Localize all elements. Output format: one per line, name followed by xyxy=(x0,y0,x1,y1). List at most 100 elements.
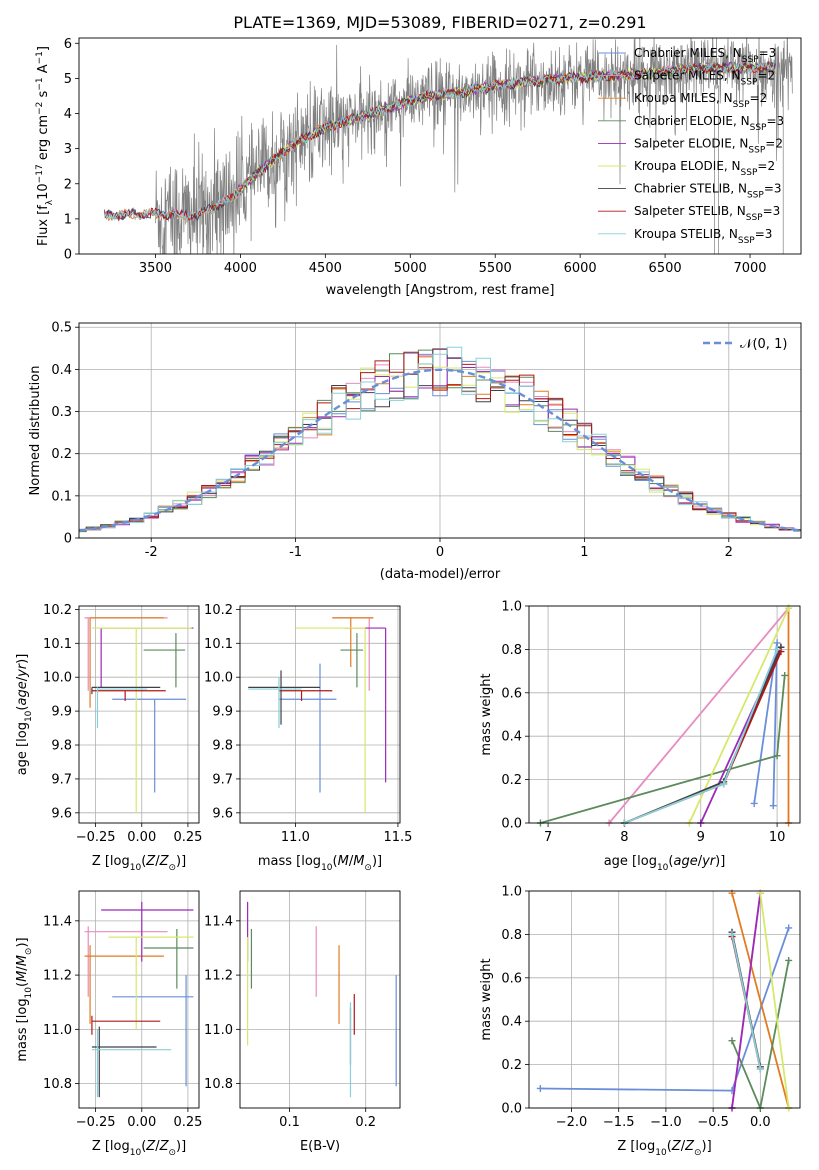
weight-line-chabrier-elodie xyxy=(731,960,790,1108)
x-tick-label: −1.0 xyxy=(650,1115,682,1130)
weight-marker-kroupa-stelib xyxy=(720,780,728,788)
age-vs-metallicity-y-axis-label: age [log10(age/yr)] xyxy=(15,654,34,776)
errorbar-chabrier-stelib xyxy=(248,670,320,725)
y-tick-label: 11.2 xyxy=(43,969,72,984)
histogram-x-axis-label: (data-model)/error xyxy=(380,567,501,582)
y-tick-label: 0.8 xyxy=(501,928,522,943)
y-tick-label: 0.0 xyxy=(501,817,522,832)
y-tick-label: 0.5 xyxy=(51,321,72,336)
x-tick-label: 7000 xyxy=(733,261,766,276)
x-tick-label: 0.2 xyxy=(355,1115,376,1130)
errorbar-chabrier-miles xyxy=(112,975,194,1087)
gaussian-reference-line xyxy=(79,368,801,532)
y-tick-label: 0 xyxy=(64,532,72,547)
legend-label-chabrier-elodie: Chabrier ELODIE, NSSP=3 xyxy=(634,114,784,133)
spectrum-x-axis-label: wavelength [Angstrom, rest frame] xyxy=(326,283,555,298)
y-tick-label: 3 xyxy=(64,142,72,157)
y-tick-label: 0.6 xyxy=(501,971,522,986)
x-tick-label: −1.5 xyxy=(603,1115,635,1130)
x-tick-label: 0 xyxy=(436,545,444,560)
mass-vs-ebv-frame xyxy=(239,890,401,1109)
y-tick-label: 9.8 xyxy=(212,739,233,754)
y-tick-label: 11.4 xyxy=(43,914,72,929)
weight-vs-metallicity-frame xyxy=(528,890,801,1109)
y-tick-label: 1.0 xyxy=(501,600,522,615)
x-tick-label: 3500 xyxy=(139,261,172,276)
y-tick-label: 0.1 xyxy=(51,489,72,504)
errorbar-kroupa-stelib xyxy=(96,687,148,729)
weight-marker-chabrier-elodie xyxy=(781,671,789,679)
errorbar-salpeter-miles xyxy=(332,617,374,691)
y-tick-label: 10.1 xyxy=(204,637,233,652)
errorbar-kroupa-miles xyxy=(89,617,164,708)
legend-label-chabrier-stelib: Chabrier STELIB, NSSP=3 xyxy=(634,182,782,201)
age-vs-mass-axes: 11.0 11.5 9.6 9.7 9.8 9.9 10.0 10.1 10.2 xyxy=(204,603,412,845)
y-tick-label: 1.0 xyxy=(501,885,522,900)
x-tick-label: −0.5 xyxy=(697,1115,729,1130)
age-vs-mass-frame xyxy=(239,605,401,824)
x-tick-label: 6500 xyxy=(649,261,682,276)
weight-marker-kroupa-stelib xyxy=(728,930,736,938)
spectrum-axes: 3500 4000 4500 5000 5500 6000 6500 7000 0 1 2 3 4 5 6 xyxy=(64,37,767,276)
legend-label-gaussian: 𝒩(0, 1) xyxy=(740,337,787,352)
x-tick-label: −0.25 xyxy=(76,1115,116,1130)
y-tick-label: 2 xyxy=(64,177,72,192)
legend-label-chabrier-miles: Chabrier MILES, NSSP=3 xyxy=(634,46,776,65)
y-tick-label: 1 xyxy=(64,212,72,227)
y-tick-label: 9.6 xyxy=(212,806,233,821)
errorbar-salpeter-miles xyxy=(84,617,168,691)
errorbar-chabrier-elodie xyxy=(340,633,364,688)
weight-marker-chabrier-elodie xyxy=(785,956,793,964)
x-tick-label: 11.0 xyxy=(281,830,310,845)
legend-label-kroupa-elodie: Kroupa ELODIE, NSSP=2 xyxy=(634,159,775,178)
figure-title: PLATE=1369, MJD=53089, FIBERID=0271, z=0… xyxy=(233,13,646,32)
y-tick-label: 10.2 xyxy=(204,603,233,618)
errorbar-chabrier-stelib xyxy=(91,1026,157,1098)
x-tick-label: 2 xyxy=(725,545,733,560)
histogram-legend: 𝒩(0, 1) xyxy=(703,337,787,352)
residual-histogram-frame xyxy=(78,322,802,539)
weight-vs-metallicity-x-axis-label: Z [log10(Z/Z⊙)] xyxy=(617,1139,711,1158)
x-tick-label: -2 xyxy=(145,545,158,560)
x-tick-label: −2.0 xyxy=(556,1115,588,1130)
mass-vs-ebv-x-axis-label: E(B-V) xyxy=(300,1139,340,1154)
x-tick-label: 1 xyxy=(580,545,588,560)
weight-line-salpeter-miles xyxy=(608,607,790,823)
errorbar-kroupa-stelib xyxy=(248,677,302,729)
y-tick-label: 10.0 xyxy=(204,671,233,686)
weight-marker-chabrier-elodie xyxy=(728,1037,736,1045)
mass-vs-metallicity-y-axis-label: mass [log10(M/M⊙)] xyxy=(15,937,34,1061)
age-vs-metallicity-x-axis-label: Z [log10(Z/Z⊙)] xyxy=(92,854,186,873)
weight-line-chabrier-miles xyxy=(540,927,790,1092)
errorbar-kroupa-miles xyxy=(332,617,374,668)
weight-marker-chabrier-miles xyxy=(773,639,781,647)
y-tick-label: 9.7 xyxy=(212,772,233,787)
x-tick-label: 5500 xyxy=(479,261,512,276)
legend-label-salpeter-stelib: Salpeter STELIB, NSSP=3 xyxy=(634,204,780,223)
x-tick-label: 0.25 xyxy=(173,830,202,845)
errorbar-chabrier-elodie xyxy=(143,928,194,989)
spectrum-data-line xyxy=(155,38,793,254)
y-tick-label: 5 xyxy=(64,72,72,87)
x-tick-label: 10 xyxy=(769,830,786,845)
weight-vs-metallicity-axes: −2.0 −1.5 −1.0 −0.5 0.0 0.0 0.2 0.4 0.6 0.8 1.0 xyxy=(501,885,800,1130)
y-tick-label: 11.4 xyxy=(204,914,233,929)
errorbar-salpeter-stelib xyxy=(91,690,166,701)
y-tick-label: 9.6 xyxy=(51,806,72,821)
errorbar-kroupa-elodie xyxy=(108,936,194,1030)
age-vs-metallicity-axes: −0.25 0.00 0.25 9.6 9.7 9.8 9.9 10.0 10.1 10.2 xyxy=(43,603,202,845)
mass-vs-ebv-axes: 0.1 0.2 10.8 11.0 11.2 11.4 xyxy=(204,891,400,1130)
errorbar-salpeter-stelib xyxy=(278,690,333,701)
y-tick-label: 10.8 xyxy=(204,1077,233,1092)
x-tick-label: 11.5 xyxy=(383,830,412,845)
x-tick-label: 0.0 xyxy=(750,1115,771,1130)
weight-vs-metallicity-y-axis-label: mass weight xyxy=(479,958,494,1040)
x-tick-label: -1 xyxy=(289,545,302,560)
mass-vs-metallicity-x-axis-label: Z [log10(Z/Z⊙)] xyxy=(92,1139,186,1158)
y-tick-label: 9.9 xyxy=(51,705,72,720)
x-tick-label: 5000 xyxy=(394,261,427,276)
weight-marker-chabrier-miles xyxy=(785,924,793,932)
histogram-y-axis-label: Normed distribution xyxy=(28,366,43,496)
y-tick-label: 0.2 xyxy=(501,1058,522,1073)
